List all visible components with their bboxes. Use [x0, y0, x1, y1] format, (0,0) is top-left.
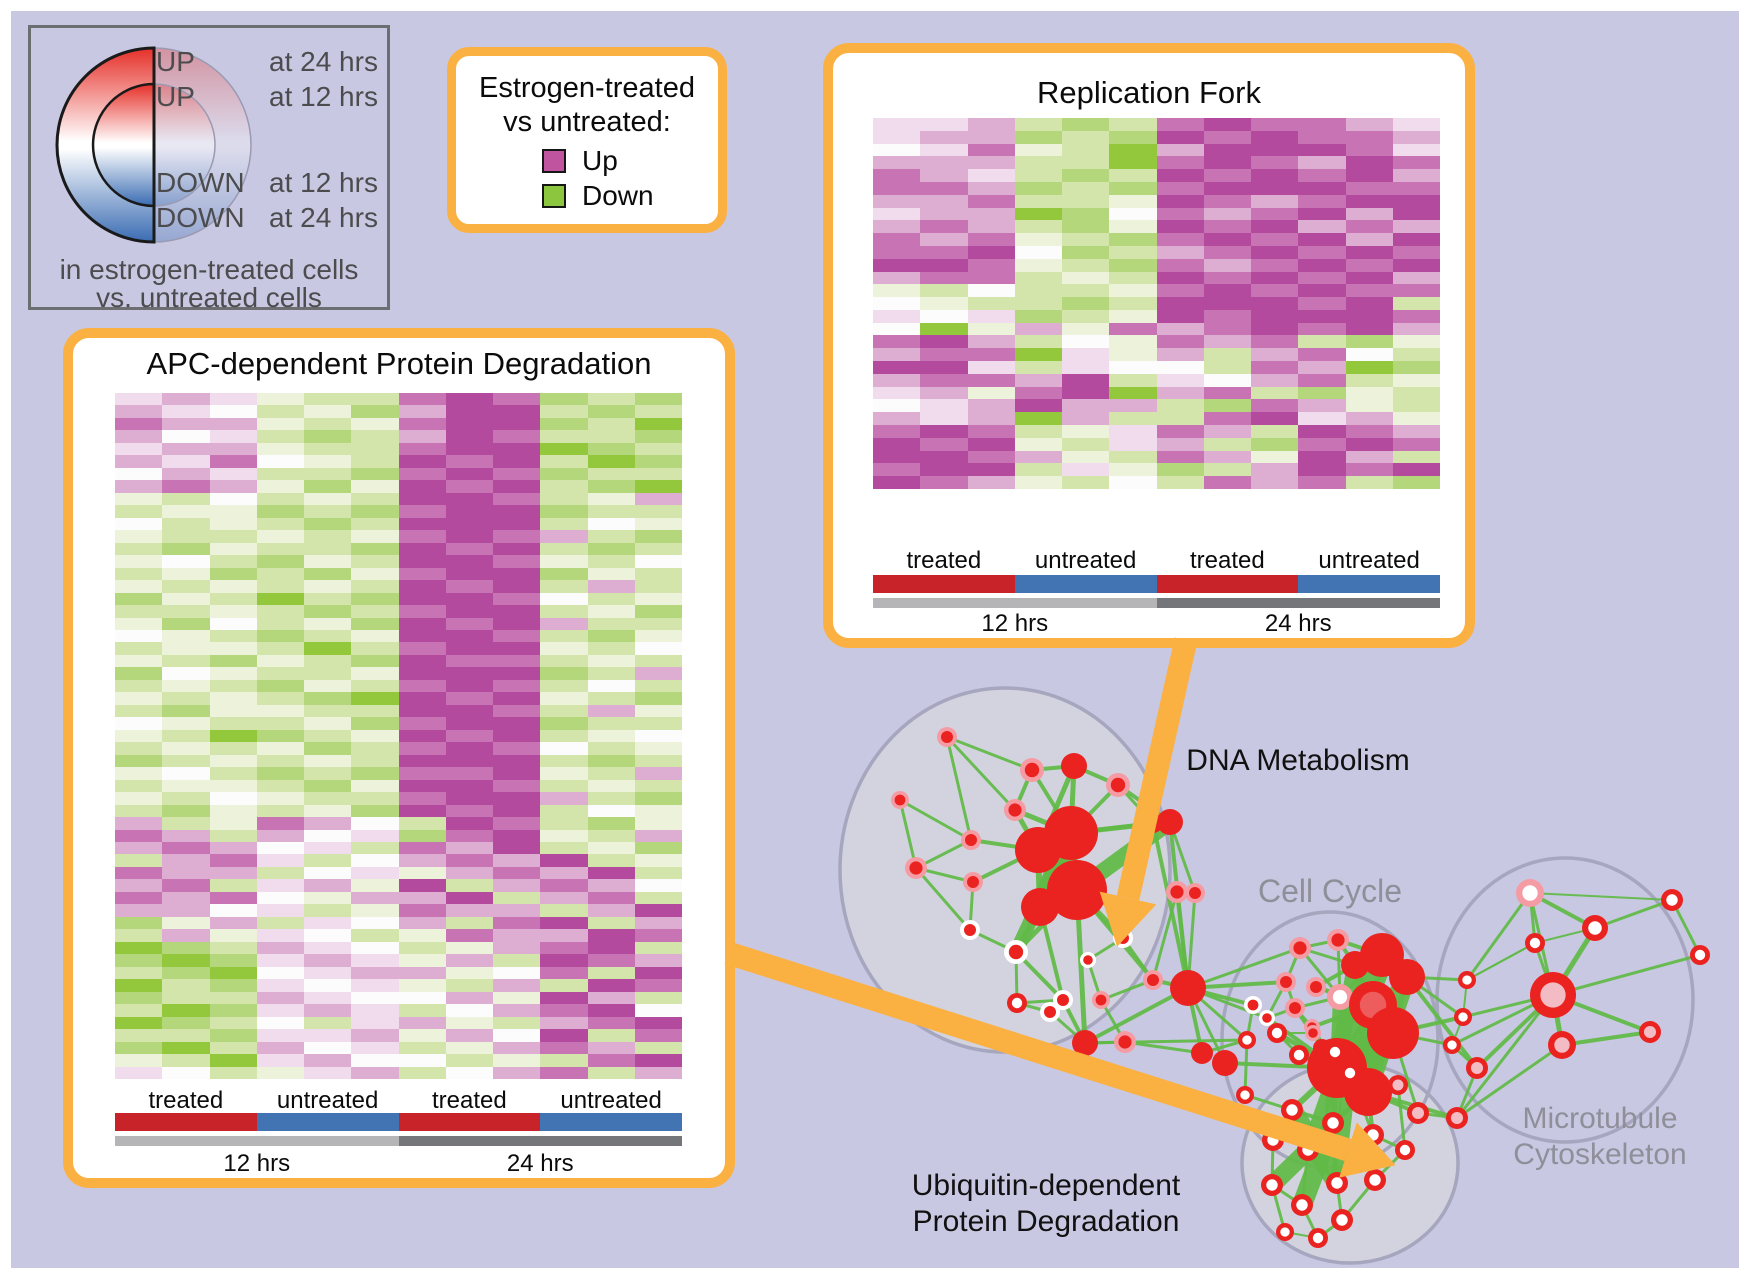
- ring-row-up12-dir: UP: [156, 81, 195, 112]
- up-color-swatch: [542, 149, 566, 173]
- ring-row-down12-dir: DOWN: [156, 167, 245, 198]
- estrogen-legend-title-line2: vs untreated:: [503, 106, 671, 138]
- estrogen-legend-box: Estrogen-treated vs untreated: Up Down: [447, 47, 727, 233]
- replication-fork-treatment-bar: [873, 575, 1440, 593]
- down-color-swatch: [542, 184, 566, 208]
- replication-fork-heatmap: [873, 118, 1440, 489]
- ring-legend-footer-line1: in estrogen-treated cells: [59, 254, 359, 285]
- ring-row-up12-time: at 12 hrs: [269, 81, 378, 112]
- ring-row-up24-time: at 24 hrs: [269, 46, 378, 77]
- ring-legend-box: UP at 24 hrs UP at 12 hrs DOWN at 12 hrs…: [28, 25, 390, 313]
- down-label: Down: [582, 180, 654, 211]
- ring-row-down24-time: at 24 hrs: [269, 202, 378, 233]
- ring-row-up24-dir: UP: [156, 46, 195, 77]
- legend-item-down: Down: [542, 180, 654, 212]
- estrogen-legend-title-line1: Estrogen-treated: [478, 72, 695, 104]
- apc-degradation-panel: APC-dependent Protein Degradation treate…: [63, 328, 735, 1188]
- replication-fork-panel: Replication Fork treated untreated treated…: [823, 43, 1475, 648]
- apc-group-labels: treated untreated treated untreated: [148, 1087, 662, 1114]
- apc-treatment-bar: [115, 1113, 682, 1131]
- legend-item-up: Up: [542, 145, 618, 177]
- replication-fork-title: Replication Fork: [1037, 75, 1261, 110]
- up-label: Up: [582, 145, 618, 176]
- replication-fork-time-bar: [873, 598, 1440, 608]
- replication-fork-group-labels: treated untreated treated untreated: [906, 547, 1420, 574]
- ring-gradient-diagram: [55, 46, 252, 244]
- replication-fork-time-labels: 12 hrs 24 hrs: [981, 610, 1332, 637]
- ring-row-down12-time: at 12 hrs: [269, 167, 378, 198]
- ring-legend-footer-line2: vs. untreated cells: [96, 282, 322, 313]
- apc-degradation-title: APC-dependent Protein Degradation: [146, 346, 652, 381]
- apc-time-labels: 12 hrs 24 hrs: [223, 1150, 574, 1177]
- apc-heatmap: [115, 393, 682, 1079]
- ring-row-down24-dir: DOWN: [156, 202, 245, 233]
- apc-time-bar: [115, 1136, 682, 1146]
